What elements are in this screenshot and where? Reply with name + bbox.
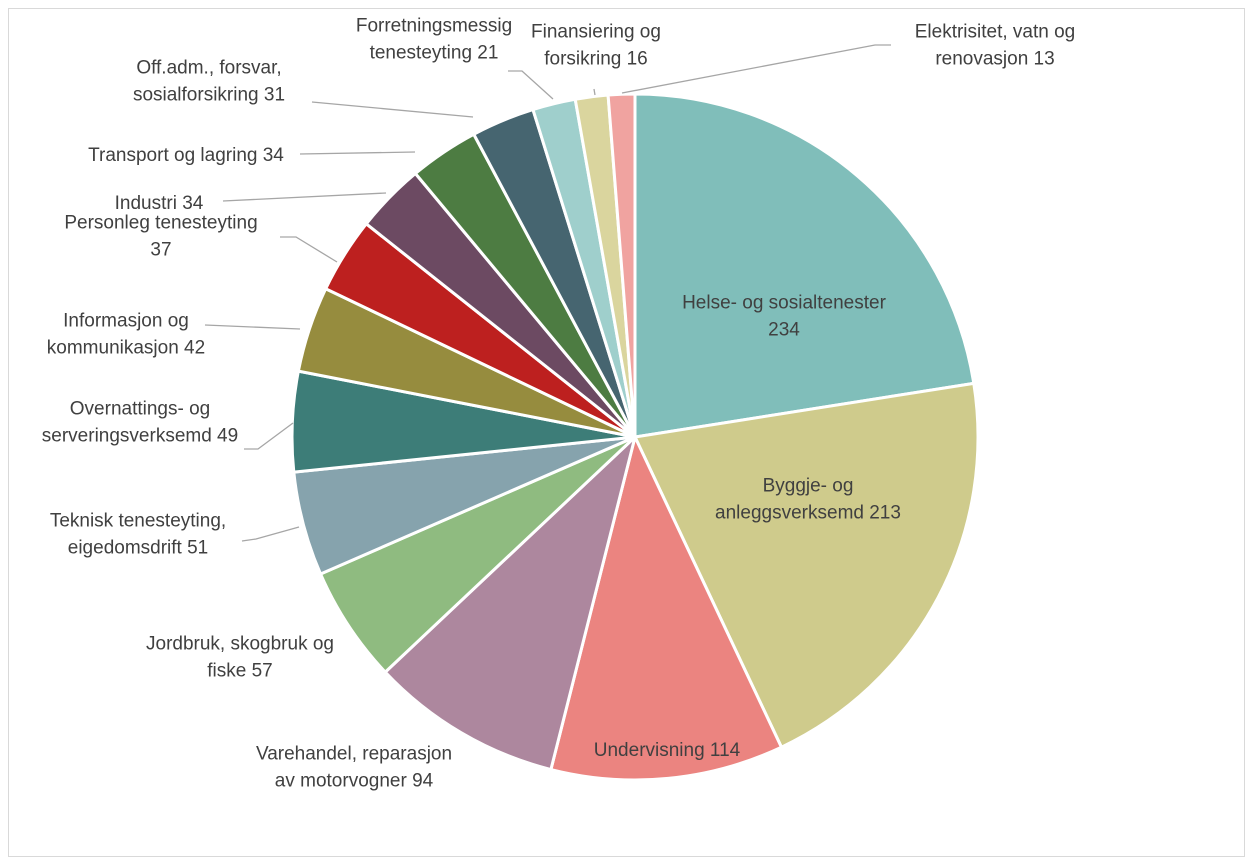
slice-label-line: Informasjon og [63,311,189,332]
slice-label: Undervisning 114 [594,740,741,761]
slice-label: Jordbruk, skogbruk og fiske 57 [146,634,334,682]
leader-line [204,324,301,330]
leader-line [280,236,338,263]
pie-slice [606,92,637,439]
slice-label-line: av motorvogner 94 [275,771,434,792]
slice-label-line: 37 [150,240,171,261]
slice-label-line: tenesteyting 21 [370,43,499,64]
slice-label-line: Overnattings- og [70,399,210,420]
slice-label: Helse- og sosialtenester 234 [682,293,886,341]
slice-label-line: Byggje- og [763,476,854,497]
leader-line [299,151,416,155]
slice-label-line: forsikring 16 [544,49,648,70]
pie-slices [290,92,980,782]
leader-line [244,422,294,450]
slice-label-line: Transport og lagring 34 [88,145,284,166]
leader-line [508,70,554,100]
leader-line [593,88,596,96]
slice-label-line: Jordbruk, skogbruk og [146,634,334,655]
slice-label-line: Undervisning 114 [594,740,741,761]
slice-label-line: eigedomsdrift 51 [68,538,208,559]
slice-label: Industri 34 [115,193,204,214]
slice-label: Off.adm., forsvar, sosialforsikring 31 [133,58,285,106]
pie-slice [633,92,976,439]
slice-label-line: 234 [768,320,800,341]
leader-line [222,192,387,202]
slice-label-line: Industri 34 [115,193,204,214]
slice-label-line: Helse- og sosialtenester [682,293,886,314]
slice-label-line: Off.adm., forsvar, [136,58,281,79]
slice-label: Finansiering og forsikring 16 [531,22,661,70]
pie-slice [383,435,637,772]
leader-lines [204,44,891,542]
slice-label-line: Finansiering og [531,22,661,43]
slice-label: Informasjon og kommunikasjon 42 [47,311,205,359]
slice-label: Byggje- og anleggsverksemd 213 [715,476,901,524]
slice-label-line: serveringsverksemd 49 [42,426,238,447]
slice-label-line: Personleg tenesteyting [64,213,257,234]
pie-slice [549,435,783,782]
slice-label: Transport og lagring 34 [88,145,284,166]
slice-label-line: kommunikasjon 42 [47,338,205,359]
slice-label: Elektrisitet, vatn og renovasjon 13 [915,22,1076,70]
slice-label-line: renovasjon 13 [935,49,1054,70]
slice-label-line: fiske 57 [207,661,272,682]
pie-slice [633,381,980,749]
leader-line [621,44,891,94]
slice-label-line: Varehandel, reparasjon [256,744,452,765]
slice-label: Forretningsmessig tenesteyting 21 [356,16,512,64]
data-labels: Helse- og sosialtenester 234 Byggje- og anl… [42,16,1075,792]
leader-line [241,526,300,542]
slice-label: Overnattings- og serveringsverksemd 49 [42,399,238,447]
slice-label-line: Elektrisitet, vatn og [915,22,1076,43]
slice-label: Teknisk tenesteyting, eigedomsdrift 51 [50,511,226,559]
slice-label: Varehandel, reparasjon av motorvogner 94 [256,744,452,792]
slice-label: Personleg tenesteyting 37 [64,213,257,261]
slice-label-line: Teknisk tenesteyting, [50,511,226,532]
slice-label-line: sosialforsikring 31 [133,85,285,106]
leader-line [311,101,474,118]
slice-label-line: anleggsverksemd 213 [715,503,901,524]
slice-label-line: Forretningsmessig [356,16,512,37]
